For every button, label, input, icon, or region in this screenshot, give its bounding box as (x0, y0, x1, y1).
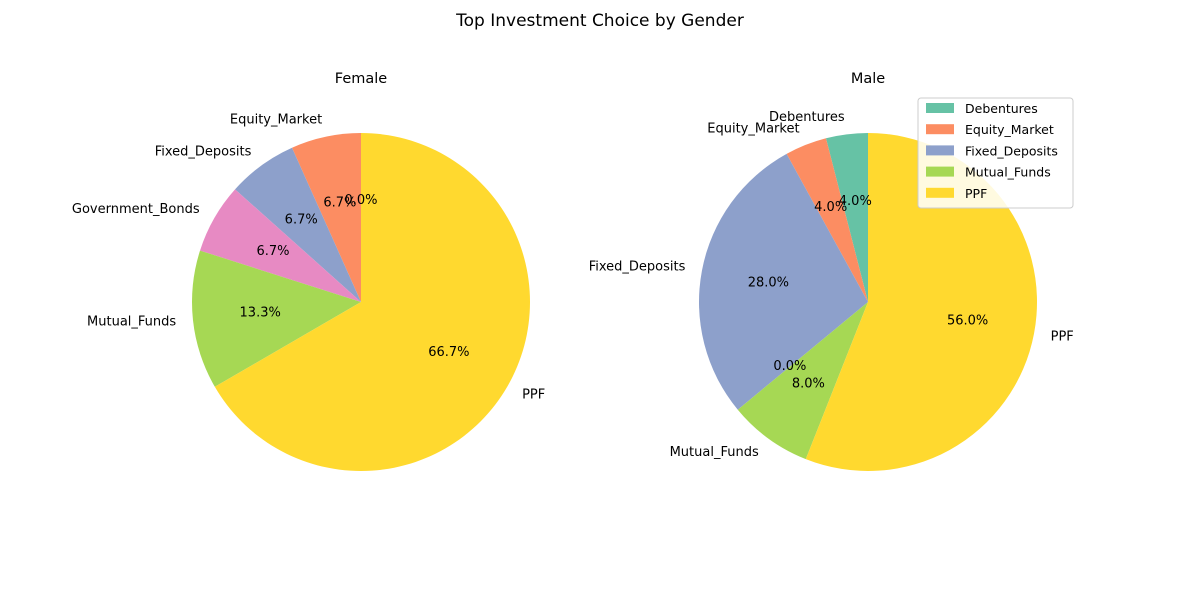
male-slice-fixed-deposits-label: Fixed_Deposits (589, 260, 686, 275)
legend-frame (917, 97, 1074, 209)
male-slice-ppf-label: PPF (1051, 329, 1074, 344)
male-slice-debentures (825, 133, 868, 302)
legend-label-fixed-deposits: Fixed_Deposits (965, 143, 1058, 158)
female-slice-government-bonds-pct-label: 6.7% (256, 244, 289, 259)
legend: Debentures Equity_Market Fixed_Deposits Mut… (917, 97, 1074, 209)
female-slice-fixed-deposits-pct-label: 6.7% (285, 213, 318, 228)
female-slice-ppf-pct-label: 66.7% (428, 345, 469, 360)
legend-swatch-fixed-deposits (926, 145, 954, 156)
female-slice-debentures-pct-label: 0.0% (344, 193, 377, 208)
legend-label-equity-market: Equity_Market (965, 122, 1054, 137)
male-slice-mutual-funds-pct-label: 8.0% (792, 377, 825, 392)
legend-swatch-ppf (926, 187, 954, 198)
male-slice-fixed-deposits (698, 153, 868, 410)
female-slice-mutual-funds-label: Mutual_Funds (87, 315, 176, 330)
legend-label-mutual-funds: Mutual_Funds (965, 165, 1051, 180)
male-slice-debentures-pct-label: 4.0% (839, 194, 872, 209)
male-slice-mutual-funds (737, 302, 868, 460)
male-pie-chart: Male Debentures 4.0% Equity_Market 4.0% Fixe… (589, 71, 1074, 471)
female-slice-fixed-deposits-label: Fixed_Deposits (155, 144, 252, 159)
male-slice-fixed-deposits-pct-label: 28.0% (748, 276, 789, 291)
female-slice-ppf-label: PPF (522, 387, 545, 402)
female-slice-equity-market-pct-label: 6.7% (323, 195, 356, 210)
male-slice-equity-market-label: Equity_Market (707, 122, 799, 137)
female-slice-ppf (214, 133, 530, 472)
female-slice-mutual-funds-pct-label: 13.3% (240, 305, 281, 320)
female-slice-equity-market (292, 133, 361, 302)
figure-title: Top Investment Choice by Gender (455, 11, 744, 31)
male-slice-ppf-pct-label: 56.0% (947, 314, 988, 329)
male-pie-title: Male (851, 71, 885, 87)
legend-label-ppf: PPF (965, 186, 987, 201)
male-slice-government-bonds-pct-label: 0.0% (773, 359, 806, 374)
female-pie-chart: Female 0.0% Equity_Market 6.7% Fixed_Deposi… (72, 71, 545, 472)
male-slice-equity-market (786, 138, 868, 302)
female-slice-mutual-funds (191, 250, 361, 387)
male-slice-equity-market-pct-label: 4.0% (814, 200, 847, 215)
male-slice-mutual-funds-label: Mutual_Funds (670, 445, 759, 460)
female-slice-fixed-deposits (235, 147, 361, 302)
legend-swatch-mutual-funds (926, 166, 954, 177)
legend-label-debentures: Debentures (965, 101, 1038, 116)
female-slice-equity-market-label: Equity_Market (230, 113, 322, 128)
female-slice-government-bonds (200, 189, 361, 302)
legend-swatch-debentures (926, 103, 954, 113)
female-pie-title: Female (335, 71, 388, 87)
legend-swatch-equity-market (926, 124, 954, 135)
male-slice-debentures-label: Debentures (769, 110, 845, 125)
male-slice-ppf (805, 133, 1038, 471)
female-slice-government-bonds-label: Government_Bonds (72, 202, 200, 217)
